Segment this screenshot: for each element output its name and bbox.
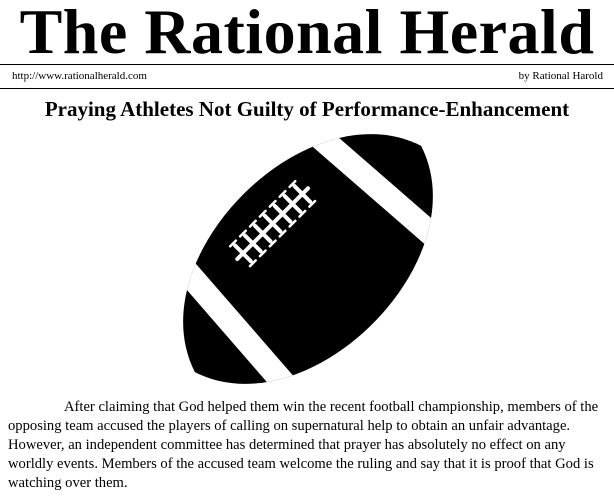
masthead-title: The Rational Herald <box>19 0 595 67</box>
article-body: After claiming that God helped them win … <box>8 399 599 491</box>
article-headline: Praying Athletes Not Guilty of Performan… <box>44 97 570 121</box>
top-divider <box>0 64 614 65</box>
byline: by Rational Harold <box>518 70 603 82</box>
football-icon <box>149 130 478 390</box>
bottom-divider <box>0 88 614 89</box>
site-url: http://www.rationalherald.com <box>12 70 147 82</box>
